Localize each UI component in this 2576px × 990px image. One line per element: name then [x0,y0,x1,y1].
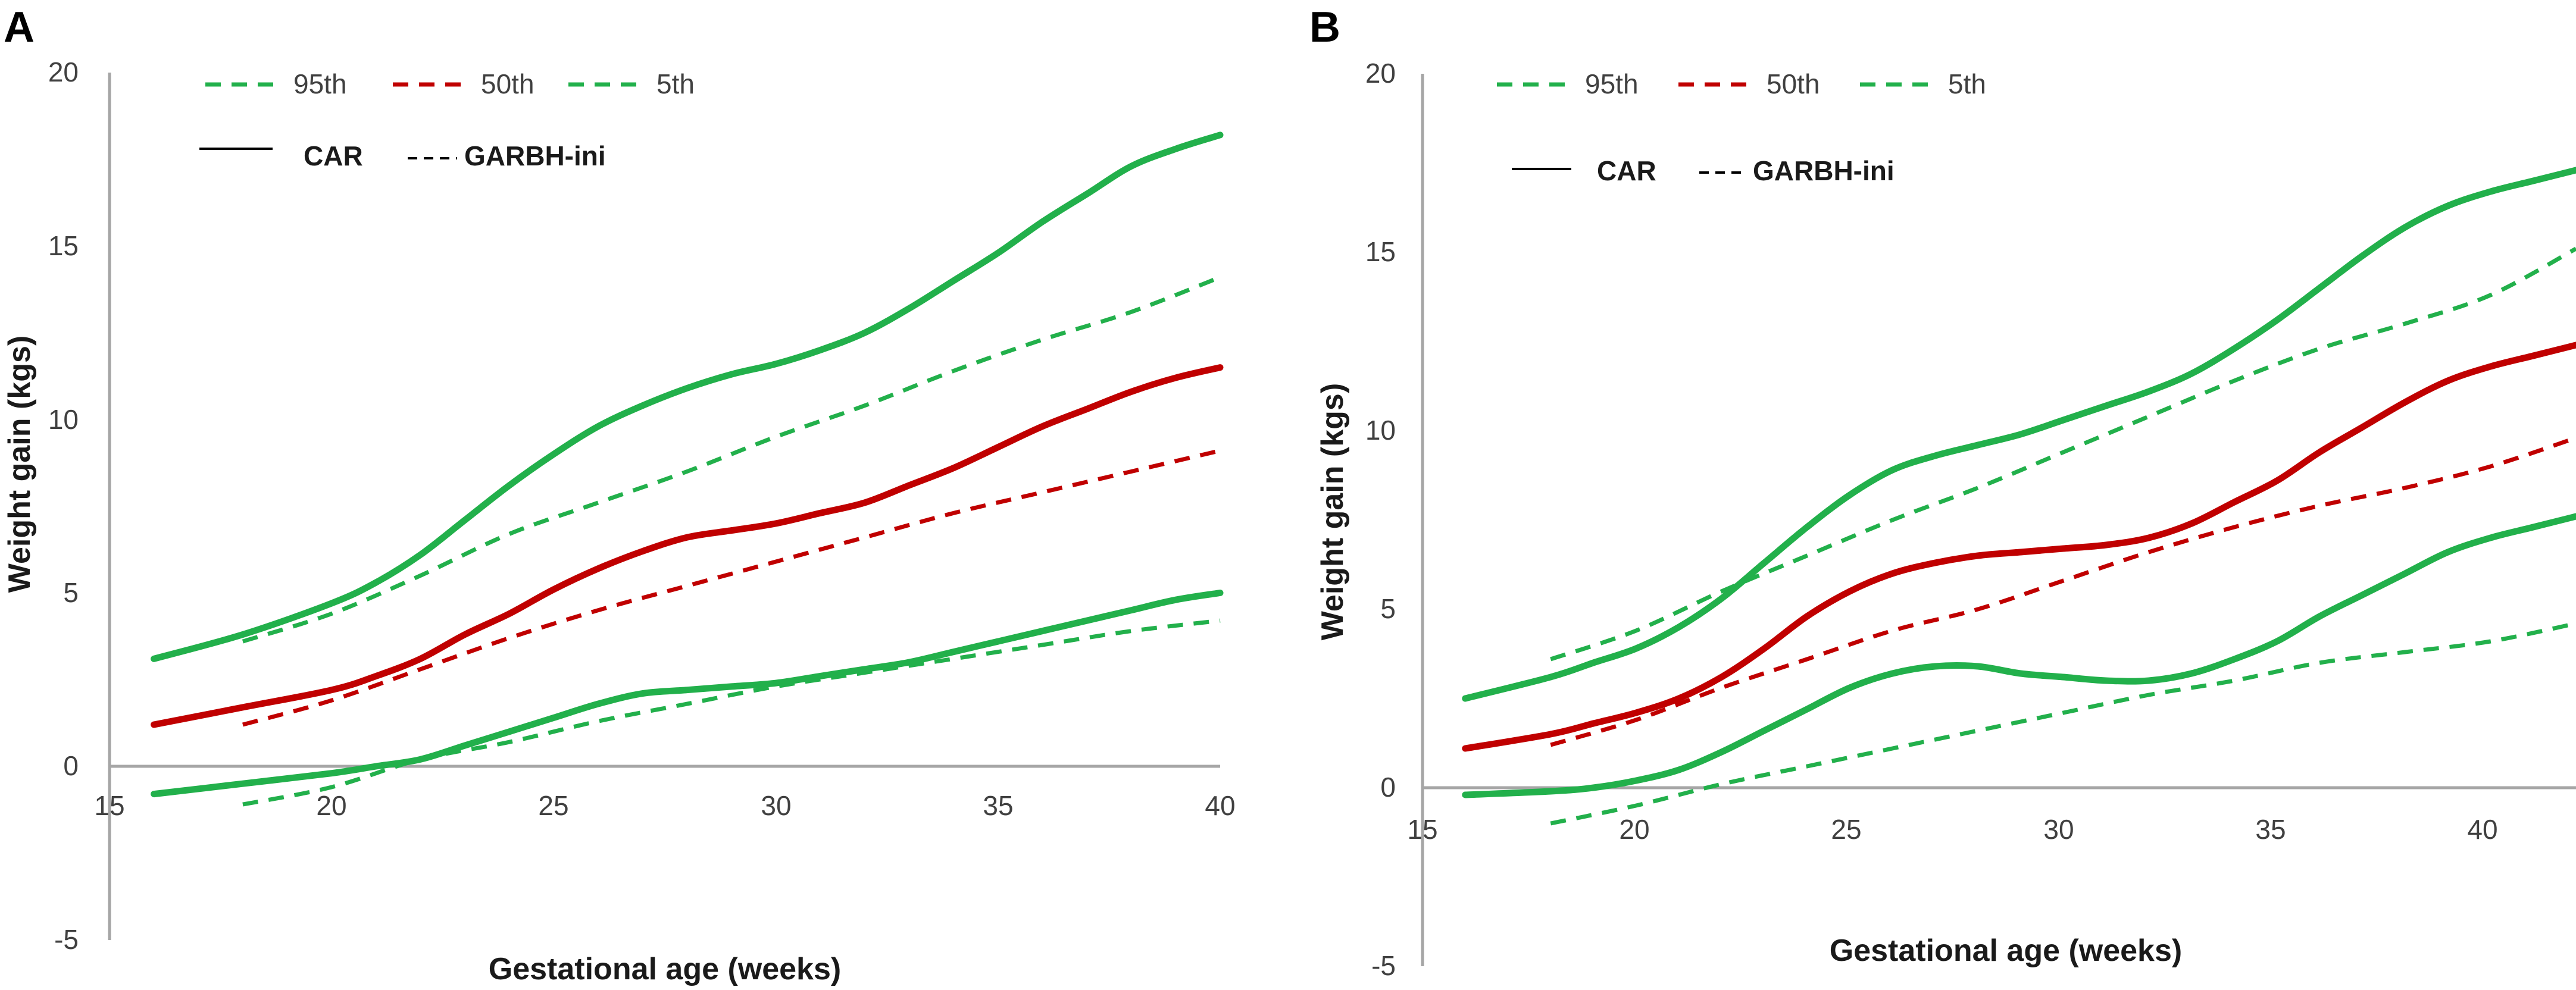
panel-a-xtick-20: 20 [316,790,346,821]
panel-b-label: B [1309,4,1340,51]
panel-b-ytick-5: 5 [1380,593,1396,624]
panel-a-label: A [4,4,35,51]
panel-b-legend-95th-label: 95th [1585,68,1639,99]
panel-a-ytick-15: 15 [48,230,79,261]
panel-a-xtick-25: 25 [538,790,568,821]
panel-a-legend-5th-label: 5th [656,68,695,99]
panel-b-xtick-40: 40 [2467,814,2497,845]
panel-a-ytick-0: 0 [63,750,79,781]
panel-b-y-title: Weight gain (kgs) [1315,383,1350,640]
panel-b-ytick-neg5: -5 [1371,950,1396,981]
panel-a-ytick-neg5: -5 [54,924,79,955]
panel-a-series-5th-car [151,590,1224,798]
panel-b-series-50th-garbh [1550,436,2576,747]
panel-a-legend-garbh-label: GARBH-ini [464,140,606,171]
panel-a-series-50th-garbh [242,449,1221,727]
panel-b-legend-5th-label: 5th [1948,68,1986,99]
panel-b-legend-car-label: CAR [1597,155,1656,186]
panel-b-series-5th-car [1462,513,2576,798]
panel-b-legend-garbh-label: GARBH-ini [1753,155,1895,186]
panel-a-ytick-10: 10 [48,404,79,435]
panel-a-series-5th-garbh [242,618,1221,807]
panel-a-ytick-5: 5 [63,577,79,608]
panel-b-ytick-20: 20 [1365,58,1396,89]
panel-a-ytick-20: 20 [48,57,79,87]
panel-b-legend-50th-label: 50th [1767,68,1820,99]
panel-b: B 20 15 10 5 0 -5 15 20 25 30 35 40 Gest… [1309,4,2576,981]
panel-a-series-50th-car [151,364,1224,728]
panel-a-xtick-30: 30 [761,790,791,821]
panel-b-x-title: Gestational age (weeks) [1830,933,2182,968]
panel-b-ytick-15: 15 [1365,236,1396,267]
panel-b-series-5th-garbh [1550,621,2576,826]
panel-a-xtick-35: 35 [983,790,1013,821]
panel-a-y-title: Weight gain (kgs) [2,336,37,593]
panel-a-legend-95th-label: 95th [293,68,347,99]
panel-b-ytick-10: 10 [1365,415,1396,446]
panel-b-series-50th-car [1462,342,2576,752]
panel-a-series-95th-car [151,131,1224,662]
panel-a-legend-50th-label: 50th [481,68,534,99]
panel-b-series-95th-car [1462,167,2576,702]
panel-a-series-95th-garbh [242,275,1221,644]
panel-b-series-95th-garbh [1550,246,2576,662]
panel-b-xtick-35: 35 [2255,814,2286,845]
panel-b-xtick-15: 15 [1407,814,1437,845]
panel-b-xtick-25: 25 [1831,814,1861,845]
panel-a-xtick-15: 15 [94,790,124,821]
panel-a: A 20 15 10 5 0 -5 15 20 25 30 35 40 Gest… [2,4,1236,986]
panel-b-xtick-30: 30 [2043,814,2074,845]
panel-a-x-title: Gestational age (weeks) [489,952,841,986]
panel-a-legend-car-label: CAR [304,140,363,171]
panel-b-ytick-0: 0 [1380,772,1396,803]
panel-a-xtick-40: 40 [1205,790,1235,821]
panel-b-xtick-20: 20 [1619,814,1649,845]
